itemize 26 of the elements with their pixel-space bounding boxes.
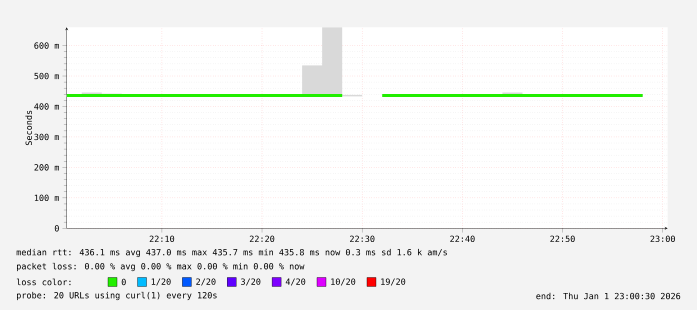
y-tick-label: 500 m	[34, 72, 59, 80]
legend-label: 2/20	[196, 278, 216, 286]
legend-label: 3/20	[241, 278, 260, 286]
y-axis-title: Seconds	[25, 110, 32, 146]
legend-title: loss color:	[16, 278, 70, 286]
x-tick-label: 23:00	[650, 236, 675, 242]
y-tick-label: 600 m	[34, 42, 59, 49]
y-tick-label: 100 m	[34, 194, 59, 202]
x-tick-label: 22:50	[550, 236, 575, 242]
legend-label: 0	[122, 278, 126, 286]
x-tick-label: 22:40	[450, 236, 475, 242]
y-tick-label: 300 m	[34, 134, 59, 140]
y-tick-label: 0	[54, 225, 59, 232]
legend-label: 10/20	[331, 278, 356, 286]
x-tick-label: 22:30	[350, 236, 374, 242]
text: packet loss: 0.00 % avg 0.00 % max 0.00 % min 0.00 % now	[16, 262, 304, 272]
x-tick-label: 22:20	[250, 236, 274, 242]
y-tick-label: 400 m	[34, 103, 59, 110]
text: end: Thu Jan 1 23:00:30 2026	[536, 292, 680, 300]
text: median rtt: 436.1 ms avg 437.0 ms max 435.7 ms min 435.8 ms now 0.3 ms sd 1.6 k am/s	[16, 248, 447, 258]
text: probe: 20 URLs using curl(1) every 120s	[16, 292, 217, 300]
legend-label: 1/20	[152, 278, 171, 286]
legend-label: 19/20	[381, 278, 406, 286]
legend-label: 4/20	[286, 278, 306, 286]
x-tick-label: 22:10	[150, 236, 174, 242]
y-tick-label: 200 m	[34, 164, 59, 171]
